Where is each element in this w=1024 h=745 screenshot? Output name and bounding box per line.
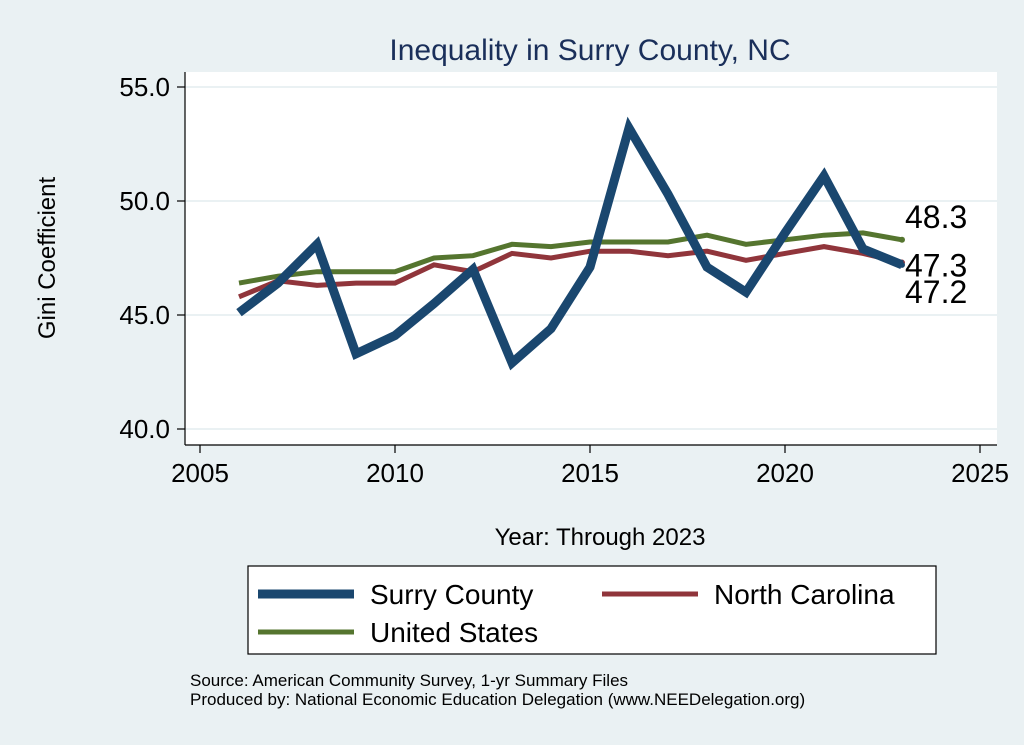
chart-title: Inequality in Surry County, NC bbox=[389, 34, 790, 67]
series-line-north-carolina bbox=[238, 244, 903, 300]
end-label-surry-county: 47.2 bbox=[905, 274, 967, 310]
x-tick-label-2020: 2020 bbox=[756, 458, 814, 488]
producer-note: Produced by: National Economic Education… bbox=[190, 690, 806, 709]
series-line-united-states bbox=[238, 230, 903, 286]
x-tick-label-2025: 2025 bbox=[951, 458, 1009, 488]
y-tick-label-50: 50.0 bbox=[119, 186, 170, 216]
x-axis-label: Year: Through 2023 bbox=[495, 524, 706, 551]
legend-label-north-carolina: North Carolina bbox=[714, 579, 895, 610]
end-label-united-states: 48.3 bbox=[905, 199, 967, 235]
legend-box bbox=[247, 565, 937, 655]
x-tick-label-2005: 2005 bbox=[171, 458, 229, 488]
y-tick-label-45: 45.0 bbox=[119, 300, 170, 330]
y-axis-label: Gini Coefficient bbox=[34, 177, 61, 340]
series-line-surry-county bbox=[236, 116, 904, 371]
legend-label-surry-county: Surry County bbox=[370, 579, 533, 610]
series-lines bbox=[236, 116, 905, 371]
end-labels: 48.3 47.347.2 bbox=[905, 199, 967, 310]
legend-label-united-states: United States bbox=[370, 617, 538, 648]
end-label-north-carolina: 47.3 bbox=[905, 248, 967, 284]
axes: 40.0 45.0 50.0 55.0 2005 2010 2015 2020 2025 bbox=[119, 72, 1009, 488]
series-line-surry-county-end-point bbox=[899, 261, 905, 268]
legend: Surry County North Carolina United States bbox=[247, 565, 937, 655]
y-tick-label-40: 40.0 bbox=[119, 414, 170, 444]
series-line-united-states-end-point bbox=[899, 236, 905, 243]
y-tick-label-55: 55.0 bbox=[119, 72, 170, 102]
x-tick-label-2015: 2015 bbox=[561, 458, 619, 488]
gridlines bbox=[185, 86, 997, 430]
source-note: Source: American Community Survey, 1-yr … bbox=[190, 671, 629, 690]
x-tick-label-2010: 2010 bbox=[366, 458, 424, 488]
